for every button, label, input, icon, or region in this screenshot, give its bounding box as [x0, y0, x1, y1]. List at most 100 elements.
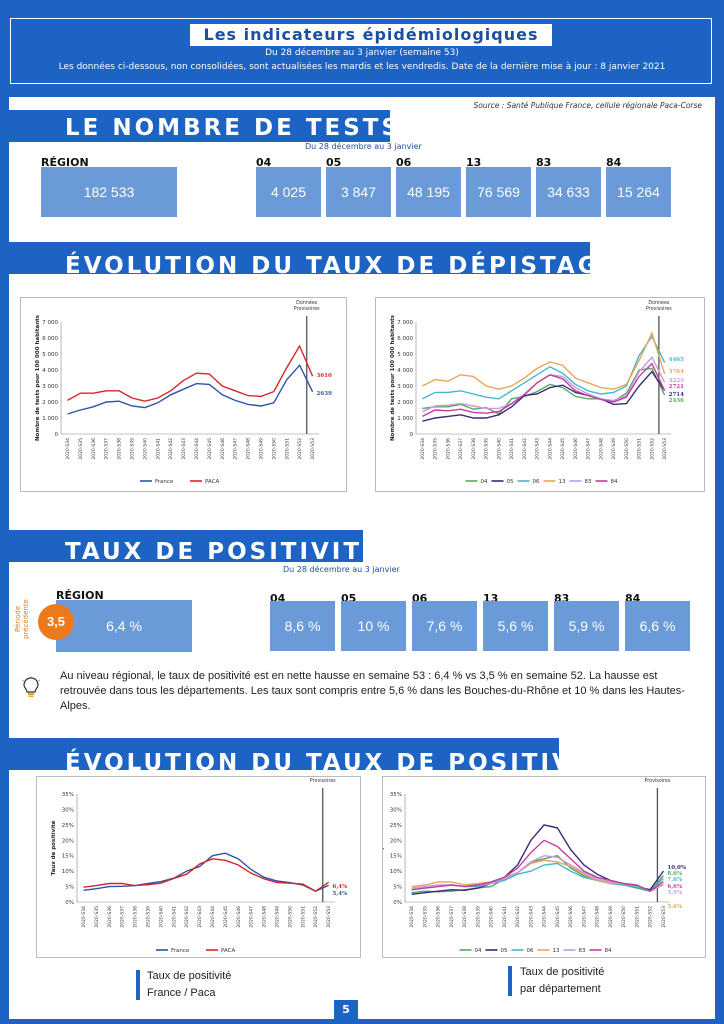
tests-dept-label: 83	[536, 156, 552, 169]
series-end-label: 7,6%	[667, 877, 683, 883]
tests-dept-label: 06	[396, 156, 412, 169]
x-tick-label: 2020-S43	[181, 438, 187, 460]
series-line-paca	[67, 344, 314, 402]
y-tick-label: 2 000	[42, 400, 58, 406]
x-tick-label: 2020-S51	[284, 438, 290, 460]
x-tick-label: 2020-S52	[649, 438, 655, 460]
page-title: Les indicateurs épidémiologiques	[190, 24, 552, 46]
series-end-label: 4465	[669, 357, 684, 363]
y-tick-label: 0	[55, 432, 59, 438]
y-tick-label: 2 000	[397, 400, 413, 406]
x-tick-label: 2020-S52	[313, 906, 319, 928]
legend-label: PACA	[221, 948, 235, 954]
y-axis-label: Nombre de tests pour 100 000 habitants	[390, 314, 396, 441]
x-tick-label: 2020-S41	[502, 906, 508, 928]
x-tick-label: 2020-S49	[274, 906, 280, 928]
x-tick-label: 2020-S44	[547, 438, 553, 460]
chart-positivite-france-paca: 0% 5% 10% 15% 20% 25% 30% 35% Taux de positivité…	[36, 776, 361, 958]
x-tick-label: 2020-S40	[142, 438, 148, 460]
series-line-05	[422, 370, 666, 422]
y-tick-label: 7 000	[397, 320, 413, 326]
positivite-region-value: 6,4 %	[56, 600, 192, 652]
positivite-comment: Au niveau régional, le taux de positivit…	[60, 670, 685, 712]
legend-label: 83	[579, 948, 586, 954]
annotation-label: Provisoires	[294, 306, 320, 312]
y-tick-label: 4 000	[397, 368, 413, 374]
legend-label: 83	[585, 479, 592, 485]
series-line-84	[422, 362, 666, 418]
x-tick-label: 2020-S47	[581, 906, 587, 928]
frame-bottom	[0, 1019, 724, 1024]
series-end-label: 3610	[317, 373, 332, 379]
x-tick-label: 2020-S46	[573, 438, 579, 460]
header-box	[10, 18, 712, 84]
x-tick-label: 2020-S38	[117, 438, 123, 460]
y-tick-label: 5 000	[42, 352, 58, 358]
source-note: Source : Santé Publique France, cellule …	[473, 101, 702, 110]
y-tick-label: 4 000	[42, 368, 58, 374]
x-tick-label: 2020-S52	[297, 438, 303, 460]
x-tick-label: 2020-S46	[236, 906, 242, 928]
y-tick-label: 15%	[390, 854, 402, 860]
annotation-label: Données	[647, 777, 669, 778]
x-tick-label: 2020-S37	[458, 438, 464, 460]
section-title-evolution-positivite: ÉVOLUTION DU TAUX DE POSITIVITÉ	[65, 750, 622, 776]
x-tick-label: 2020-S35	[94, 906, 100, 928]
x-tick-label: 2020-S39	[475, 906, 481, 928]
legend-label: 04	[481, 479, 488, 485]
x-tick-label: 2020-S36	[436, 906, 442, 928]
tests-dept-value: 4 025	[256, 167, 321, 217]
series-line-06	[411, 862, 664, 893]
x-tick-label: 2020-S48	[598, 438, 604, 460]
y-tick-label: 25%	[62, 823, 74, 829]
x-tick-label: 2020-S34	[420, 438, 426, 460]
chart-svg-depistage-departements: 0 1 000 2 000 3 000 4 000 5 000 6 000 7 000Nomb…	[390, 299, 684, 485]
legend-right-line1: Taux de positivité	[520, 966, 605, 978]
series-end-label: 2436	[669, 398, 684, 404]
x-tick-label: 2020-S43	[197, 906, 203, 928]
positivite-dept-value: 8,6 %	[270, 601, 335, 651]
series-end-label: 5,6%	[667, 904, 683, 910]
series-line-france	[83, 852, 329, 892]
x-tick-label: 2020-S42	[522, 438, 528, 460]
y-tick-label: 35%	[390, 792, 402, 798]
series-line-paca	[83, 858, 329, 893]
legend-label: 13	[553, 948, 560, 954]
tests-dept-label: 84	[606, 156, 622, 169]
x-tick-label: 2020-S50	[624, 438, 630, 460]
series-line-13	[411, 859, 664, 892]
x-tick-label: 2020-S51	[634, 906, 640, 928]
tests-dept-value: 15 264	[606, 167, 671, 217]
x-tick-label: 2020-S44	[210, 906, 216, 928]
x-tick-label: 2020-S51	[300, 906, 306, 928]
x-tick-label: 2020-S39	[484, 438, 490, 460]
y-tick-label: 0%	[393, 900, 402, 906]
page-number: 5	[334, 1000, 358, 1020]
chart-svg-positivite-france-paca: 0% 5% 10% 15% 20% 25% 30% 35% Taux de positivité…	[50, 777, 348, 954]
chart-svg-depistage-france-paca: 0 1 000 2 000 3 000 4 000 5 000 6 000 7 000Nomb…	[35, 299, 332, 485]
section-band-evolution-positivite: ÉVOLUTION DU TAUX DE POSITIVITÉ	[9, 738, 619, 776]
x-tick-label: 2020-S50	[621, 906, 627, 928]
section-band-tests: LE NOMBRE DE TESTS	[9, 110, 398, 142]
x-tick-label: 2020-S53	[661, 906, 667, 928]
x-tick-label: 2020-S52	[648, 906, 654, 928]
tests-dept-value: 48 195	[396, 167, 461, 217]
series-line-84	[411, 839, 664, 893]
y-tick-label: 30%	[62, 807, 74, 813]
chart-depistage-france-paca: 0 1 000 2 000 3 000 4 000 5 000 6 000 7 000 Nomb…	[20, 297, 347, 492]
chart-depistage-departements: 0 1 000 2 000 3 000 4 000 5 000 6 000 7 000 Nomb…	[375, 297, 705, 492]
annotation-label: Provisoires	[646, 306, 672, 312]
x-tick-label: 2020-S53	[310, 438, 316, 460]
frame-right	[715, 95, 724, 1024]
x-tick-label: 2020-S45	[223, 906, 229, 928]
legend-left-line2: France / Paca	[147, 987, 216, 999]
x-tick-label: 2020-S38	[133, 906, 139, 928]
tests-dept-value: 34 633	[536, 167, 601, 217]
y-tick-label: 0%	[65, 900, 74, 906]
annotation-label: Provisoires	[644, 778, 670, 784]
legend-label: 05	[501, 948, 508, 954]
legend-label: PACA	[205, 479, 219, 485]
y-tick-label: 1 000	[42, 416, 58, 422]
series-end-label: 10,0%	[667, 865, 686, 871]
positivite-dept-value: 6,6 %	[625, 601, 690, 651]
